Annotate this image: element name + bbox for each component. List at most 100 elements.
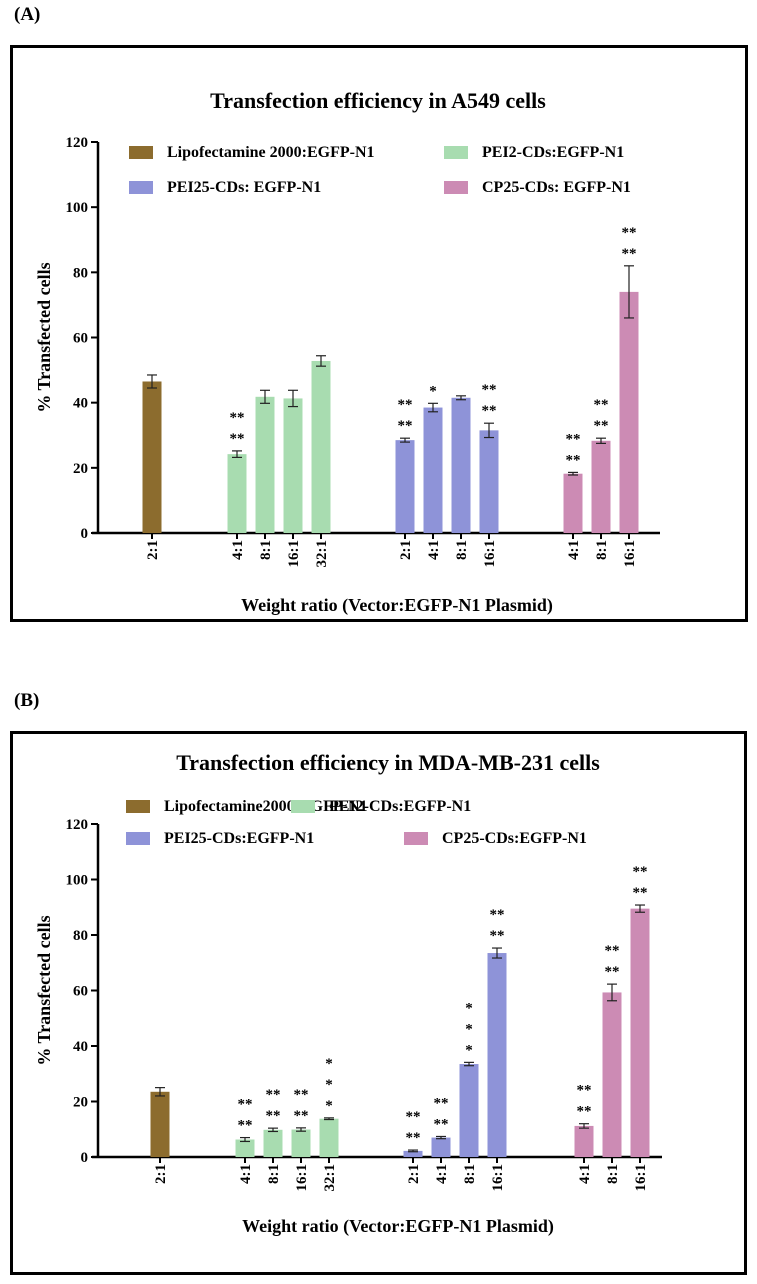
chart-a: Transfection efficiency in A549 cells 0 20… <box>34 88 660 616</box>
y-tick-label: 40 <box>73 1039 88 1055</box>
significance-star: ** <box>434 1116 449 1132</box>
significance-star: ** <box>622 225 637 241</box>
bar <box>602 992 622 1157</box>
x-tick-label: 32:1 <box>322 1164 338 1192</box>
significance-star: ** <box>434 1095 449 1111</box>
significance-star: ** <box>398 397 413 413</box>
x-tick-label: 16:1 <box>633 1164 649 1192</box>
significance-star: ** <box>482 403 497 419</box>
x-tick-label: 16:1 <box>482 540 498 568</box>
significance-star: ** <box>566 452 581 468</box>
legend-label: CP25-CDs:EGFP-N1 <box>442 830 587 847</box>
bar <box>395 440 415 533</box>
x-tick-label: 4:1 <box>577 1164 593 1184</box>
significance-star: * <box>325 1056 333 1072</box>
x-tick-label: 16:1 <box>286 540 302 568</box>
significance-star: ** <box>633 864 648 880</box>
y-tick-label: 80 <box>73 928 88 944</box>
significance-star: ** <box>594 397 609 413</box>
significance-star: * <box>325 1098 333 1114</box>
x-axis-label: Weight ratio (Vector:EGFP-N1 Plasmid) <box>241 595 553 616</box>
x-tick-label: 8:1 <box>605 1164 621 1184</box>
bar <box>591 440 611 533</box>
x-tick-label: 16:1 <box>622 540 638 568</box>
x-tick-label: 8:1 <box>454 540 470 560</box>
significance-star: ** <box>605 964 620 980</box>
significance-star: ** <box>406 1109 421 1125</box>
significance-star: ** <box>577 1083 592 1099</box>
significance-star: ** <box>633 885 648 901</box>
bar <box>255 396 275 533</box>
bar <box>150 1091 170 1157</box>
bar <box>319 1118 339 1157</box>
significance-star: ** <box>294 1108 309 1124</box>
x-tick-label: 4:1 <box>566 540 582 560</box>
bar <box>235 1139 255 1157</box>
bar <box>263 1129 283 1157</box>
y-tick-label: 20 <box>73 461 88 477</box>
y-tick-label: 20 <box>73 1095 88 1111</box>
y-tick-label: 0 <box>81 1150 89 1166</box>
bar <box>283 398 303 533</box>
significance-star: * <box>465 1042 473 1058</box>
chart-title: Transfection efficiency in MDA-MB-231 ce… <box>176 750 600 775</box>
x-tick-label: 8:1 <box>266 1164 282 1184</box>
x-tick-label: 2:1 <box>406 1164 422 1184</box>
significance-star: ** <box>490 928 505 944</box>
legend-swatch <box>129 146 153 159</box>
significance-star: ** <box>238 1118 253 1134</box>
significance-star: ** <box>406 1130 421 1146</box>
x-tick-label: 2:1 <box>398 540 414 560</box>
legend-label: Lipofectamine 2000:EGFP-N1 <box>167 144 375 161</box>
significance-star: ** <box>230 431 245 447</box>
panel-a-label: (A) <box>14 4 41 25</box>
bar <box>459 1064 479 1157</box>
y-tick-label: 40 <box>73 396 88 412</box>
significance-star: ** <box>577 1104 592 1120</box>
bar <box>423 407 443 533</box>
x-tick-label: 32:1 <box>314 540 330 568</box>
significance-star: * <box>465 1021 473 1037</box>
legend-swatch <box>126 800 150 813</box>
bar <box>479 430 499 533</box>
legend-swatch <box>404 832 428 845</box>
legend-swatch <box>444 181 468 194</box>
significance-star: ** <box>482 382 497 398</box>
y-tick-label: 100 <box>66 200 89 216</box>
legend-label: PEI2-CDs:EGFP-N1 <box>482 144 624 161</box>
chart-title: Transfection efficiency in A549 cells <box>210 88 546 113</box>
significance-star: ** <box>605 943 620 959</box>
legend-label: PEI25-CDs: EGFP-N1 <box>167 179 321 196</box>
bar <box>431 1137 451 1157</box>
x-tick-label: 8:1 <box>462 1164 478 1184</box>
y-tick-label: 0 <box>81 526 89 542</box>
x-axis-label: Weight ratio (Vector:EGFP-N1 Plasmid) <box>242 1216 554 1237</box>
bar <box>311 360 331 533</box>
significance-star: ** <box>294 1087 309 1103</box>
y-tick-label: 80 <box>73 265 88 281</box>
bar <box>630 908 650 1157</box>
bar <box>451 397 471 533</box>
bar <box>142 381 162 533</box>
significance-star: ** <box>490 907 505 923</box>
significance-star: ** <box>230 410 245 426</box>
x-tick-label: 16:1 <box>294 1164 310 1192</box>
x-tick-label: 4:1 <box>434 1164 450 1184</box>
significance-star: ** <box>266 1087 281 1103</box>
bar <box>563 473 583 533</box>
legend-label: PEI25-CDs:EGFP-N1 <box>164 830 314 847</box>
y-tick-label: 60 <box>73 331 88 347</box>
y-tick-label: 100 <box>66 873 89 889</box>
significance-star: ** <box>238 1097 253 1113</box>
x-tick-label: 4:1 <box>230 540 246 560</box>
bar <box>574 1125 594 1157</box>
significance-star: * <box>465 1000 473 1016</box>
panel-a-frame <box>10 45 748 622</box>
y-tick-label: 120 <box>66 817 89 833</box>
panel-b-frame <box>10 731 747 1275</box>
legend-swatch <box>444 146 468 159</box>
legend-swatch <box>291 800 315 813</box>
legend-swatch <box>129 181 153 194</box>
bar <box>227 454 247 533</box>
